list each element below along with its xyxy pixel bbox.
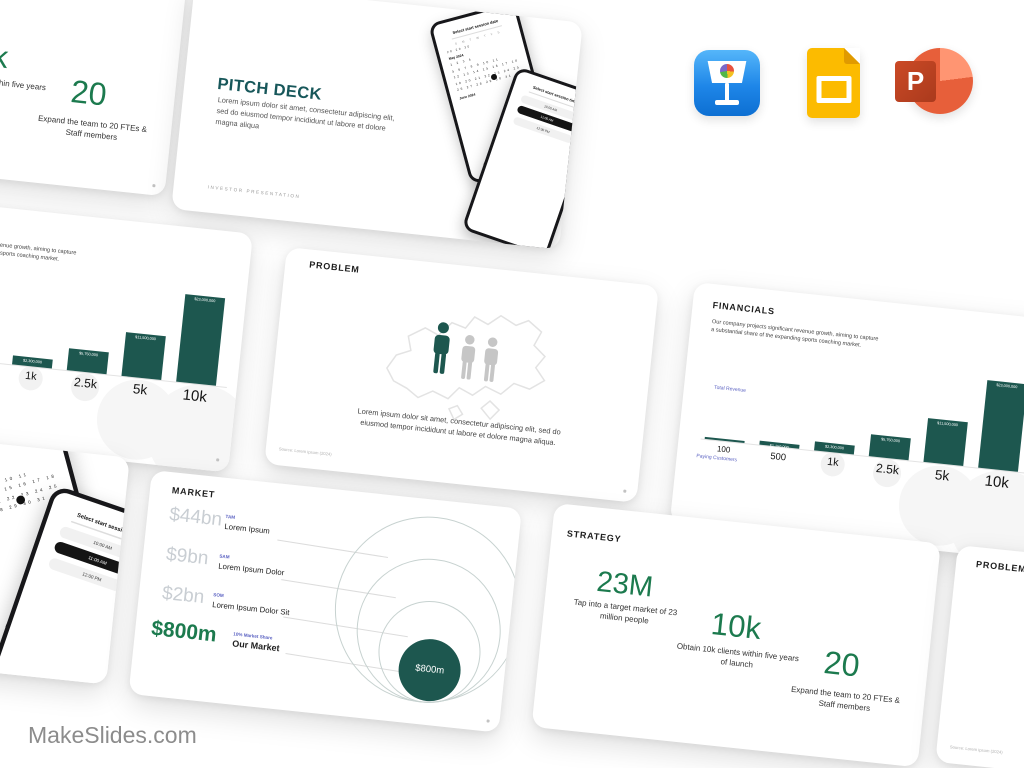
page-number <box>216 458 220 462</box>
keynote-pie-shape <box>719 63 735 79</box>
person-icon-primary <box>426 321 456 381</box>
market-value: $2bn <box>161 582 206 609</box>
stat-value: 20 <box>69 73 109 113</box>
keynote-base-shape <box>715 100 739 105</box>
source-note: Source: Lorem ipsum (2024) <box>949 744 1003 755</box>
person-icon <box>478 336 504 388</box>
market-value-our: $800m <box>150 616 218 647</box>
market-tag: SOM <box>213 592 224 599</box>
slide-problem[interactable]: PROBLEM Lorem ipsum dolor sit amet, cons… <box>264 247 659 503</box>
stat-caption: Expand the team to 20 FTEs & Staff membe… <box>37 113 148 142</box>
chart-axis-category: 500 <box>0 362 2 378</box>
phone-mockups: Select start session date S M T W T F S … <box>171 0 583 250</box>
source-note: Source: Lorem ipsum (2024) <box>278 446 332 457</box>
slide-title: STRATEGY <box>566 528 622 545</box>
revenue-bar-chart: 100$1,150,000500$2,300,0001k$5,750,0002.… <box>0 196 254 473</box>
slide-title: PROBLEM <box>975 559 1024 575</box>
stat-value: 10k <box>0 35 10 76</box>
market-value: $44bn <box>168 504 224 531</box>
slide-strategy[interactable]: STRATEGY 23M Tap into a target market of… <box>531 503 941 768</box>
slide-cover-phones-fragment[interactable]: PITCH DECK Lorem ipsum dolor sit amet, c… <box>0 417 130 685</box>
google-slides-icon[interactable] <box>807 48 860 118</box>
chart-axis-category: 1k <box>826 455 840 469</box>
slide-cover[interactable]: PITCH DECK Lorem ipsum dolor sit amet, c… <box>171 0 583 250</box>
slide-title: PROBLEM <box>308 259 361 275</box>
market-label: Lorem Ipsum <box>224 521 271 536</box>
slide-financials-fragment[interactable]: FINANCIALS Our company projects signific… <box>0 196 254 473</box>
chart-axis-category: 100 <box>716 444 731 455</box>
chart-axis-category: 1k <box>24 369 38 383</box>
chart-axis-category: 2.5k <box>73 374 98 392</box>
market-value: $9bn <box>165 544 210 570</box>
market-tag: SAM <box>219 553 230 560</box>
phone-mockups: Select start session date S M T W T F S … <box>0 417 130 685</box>
slide-problem-fragment[interactable]: PROBLEM Source: Lorem ipsum (2024) <box>935 545 1024 768</box>
page-number <box>486 719 490 723</box>
page-number <box>623 489 627 493</box>
stat-value: 20 <box>822 644 862 684</box>
map-outline <box>386 314 546 421</box>
google-slides-frame-shape <box>816 76 851 103</box>
stat-caption: Expand the team to 20 FTEs & Staff membe… <box>790 684 901 713</box>
chart-bar <box>978 380 1024 472</box>
powerpoint-icon[interactable]: P <box>895 47 973 115</box>
slide-title: MARKET <box>171 485 216 500</box>
market-label: Lorem Ipsum Dolor Sit <box>211 600 290 618</box>
market-label-our: Our Market <box>231 638 281 654</box>
slide-market[interactable]: MARKET $44bn TAM Lorem Ipsum $9bn SAM Lo… <box>128 470 522 733</box>
powerpoint-letter: P <box>895 61 936 102</box>
person-icon <box>455 334 481 386</box>
market-tag: TAM <box>225 513 236 520</box>
market-label: Lorem Ipsum Dolor <box>217 561 285 578</box>
slide-strategy-fragment[interactable]: STRATEGY 10k Obtain 10k clients within f… <box>0 0 188 197</box>
stat-value: 10k <box>709 606 763 647</box>
chart-bar <box>176 294 226 386</box>
brand-logo[interactable]: MakeSlides.com <box>28 722 197 748</box>
google-slides-icon-bg <box>807 48 860 118</box>
keynote-icon-bg <box>694 50 760 116</box>
chart-axis-category: 500 <box>769 449 787 463</box>
chart-axis-category: 2.5k <box>875 460 900 478</box>
page-number <box>152 184 156 188</box>
keynote-stem-shape <box>725 83 729 102</box>
keynote-icon[interactable] <box>694 50 760 116</box>
